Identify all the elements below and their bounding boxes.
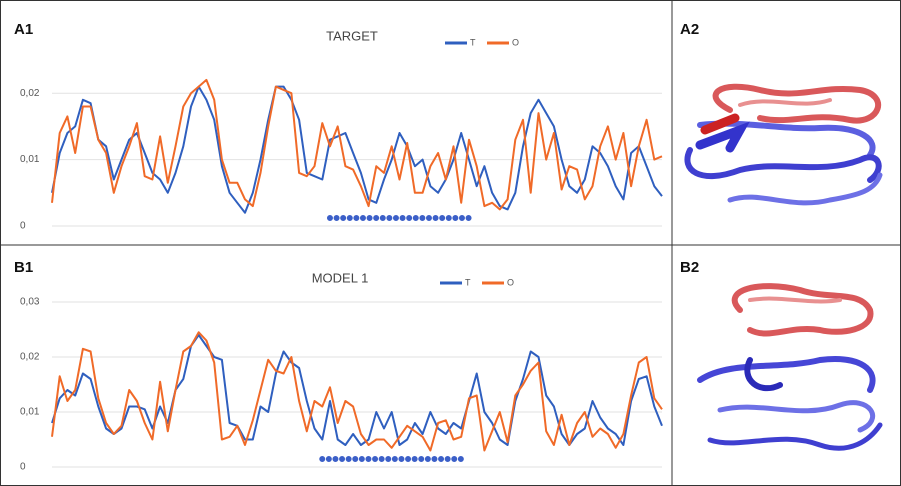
- y-tick-label: 0,01: [20, 407, 40, 418]
- data-line: [52, 87, 662, 213]
- figure: A1 A2 B1 B2 TARGET 0 0,01 0,02 T O MODEL 1 0 0,0…: [0, 0, 901, 486]
- panel-label: B1: [14, 259, 33, 276]
- panel-label: B2: [680, 259, 699, 276]
- legend-label: O: [512, 37, 519, 47]
- legend-label: O: [507, 277, 514, 287]
- data-line: [52, 335, 662, 445]
- frame: [1, 1, 901, 486]
- y-tick-label: 0,02: [20, 352, 40, 363]
- legend-label: T: [465, 277, 471, 287]
- protein-structure-a: [687, 87, 880, 203]
- data-line: [52, 80, 662, 210]
- y-tick-label: 0,03: [20, 297, 40, 308]
- panel-label: A2: [680, 21, 699, 38]
- y-tick-label: 0,01: [20, 154, 40, 165]
- data-line: [52, 332, 662, 450]
- legend-label: T: [470, 37, 476, 47]
- chart-title: MODEL 1: [312, 270, 369, 285]
- y-tick-label: 0: [20, 462, 26, 473]
- chart-title: TARGET: [326, 28, 378, 43]
- protein-structure-b: [700, 286, 880, 448]
- y-tick-label: 0: [20, 221, 26, 232]
- panel-label: A1: [14, 21, 33, 38]
- y-tick-label: 0,02: [20, 88, 40, 99]
